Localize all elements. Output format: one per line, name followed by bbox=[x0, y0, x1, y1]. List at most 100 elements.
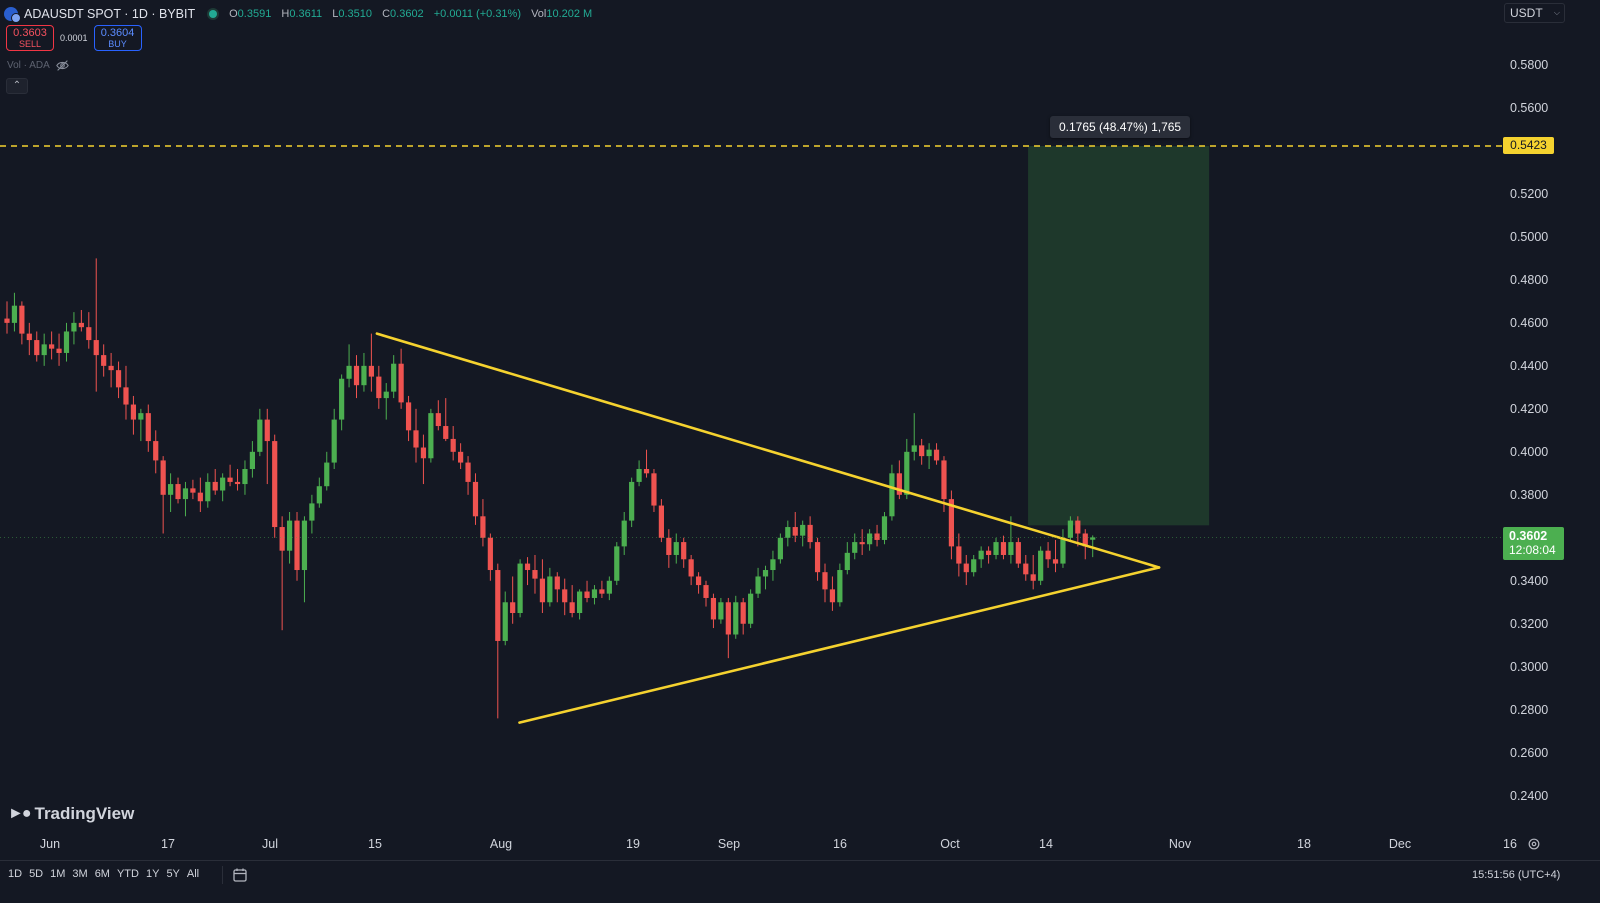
candle-body bbox=[658, 505, 664, 538]
candle bbox=[376, 365, 382, 409]
range-button[interactable]: 5D bbox=[29, 868, 44, 880]
symbol-title[interactable]: ADAUSDT SPOT · 1D · BYBIT bbox=[24, 7, 196, 21]
target-zone bbox=[1028, 146, 1210, 526]
candle-body bbox=[26, 333, 32, 341]
candle bbox=[978, 546, 984, 568]
candle bbox=[896, 460, 902, 500]
price-chart[interactable] bbox=[0, 0, 1600, 860]
buy-button[interactable]: 0.3604 BUY bbox=[93, 25, 142, 51]
candle bbox=[472, 473, 479, 525]
calendar-icon[interactable] bbox=[232, 867, 248, 883]
candle bbox=[465, 456, 471, 495]
candle-body bbox=[428, 413, 434, 459]
sell-button[interactable]: 0.3603 SELL bbox=[6, 25, 54, 51]
candle-body bbox=[63, 331, 70, 353]
gear-icon[interactable] bbox=[1527, 837, 1541, 851]
candles-layer bbox=[4, 258, 1096, 719]
time-tick: Jul bbox=[262, 837, 278, 851]
candle bbox=[353, 355, 360, 399]
range-button[interactable]: 3M bbox=[72, 868, 88, 880]
candle bbox=[852, 533, 858, 560]
range-button[interactable]: All bbox=[186, 868, 200, 880]
candle-body bbox=[316, 486, 322, 504]
candle-body bbox=[1082, 533, 1088, 547]
measure-label[interactable]: 0.1765 (48.47%) 1,765 bbox=[1050, 116, 1191, 138]
candle bbox=[413, 408, 419, 463]
candle bbox=[777, 533, 783, 564]
tradingview-logo[interactable]: ►● TradingView bbox=[8, 804, 135, 823]
candle bbox=[41, 333, 47, 366]
range-button[interactable]: 5Y bbox=[166, 868, 180, 880]
candle-body bbox=[554, 576, 560, 590]
candle-body bbox=[435, 413, 441, 427]
candle bbox=[614, 542, 620, 586]
spread-value: 0.0001 bbox=[60, 33, 88, 43]
candle bbox=[190, 479, 196, 500]
candle bbox=[859, 529, 865, 555]
range-button[interactable]: 1M bbox=[50, 868, 66, 880]
candle-body bbox=[391, 363, 397, 392]
market-status-icon[interactable] bbox=[209, 10, 218, 18]
candle-body bbox=[733, 602, 739, 635]
time-tick: 18 bbox=[1297, 837, 1311, 851]
candle bbox=[688, 554, 694, 586]
time-tick: Dec bbox=[1388, 837, 1412, 851]
candle-body bbox=[487, 537, 493, 571]
candle-body bbox=[182, 488, 189, 500]
candle-body bbox=[19, 305, 25, 334]
currency-selector[interactable]: USDT ⌵ bbox=[1504, 3, 1565, 23]
candle-body bbox=[755, 576, 761, 594]
candle-body bbox=[978, 550, 984, 560]
candle bbox=[234, 469, 241, 491]
candle bbox=[933, 443, 940, 465]
candle-body bbox=[1045, 550, 1051, 560]
candle-body bbox=[49, 344, 55, 349]
clock-timezone[interactable]: 15:51:56 (UTC+4) bbox=[1472, 869, 1561, 881]
candle bbox=[257, 408, 263, 457]
range-button[interactable]: YTD bbox=[116, 868, 139, 880]
candle-body bbox=[1023, 563, 1029, 575]
range-button[interactable]: 1D bbox=[8, 868, 23, 880]
candle bbox=[26, 322, 32, 356]
candle-body bbox=[272, 441, 278, 528]
candle-body bbox=[458, 451, 464, 463]
candle bbox=[450, 426, 456, 461]
candle bbox=[391, 355, 397, 399]
candle bbox=[272, 434, 278, 538]
candle bbox=[532, 554, 538, 594]
candle-body bbox=[93, 340, 99, 356]
candle-body bbox=[78, 322, 84, 328]
candle-body bbox=[539, 578, 546, 603]
candle-body bbox=[1000, 542, 1007, 555]
eye-hidden-icon[interactable] bbox=[56, 59, 69, 72]
candle-body bbox=[279, 527, 285, 551]
time-tick: 15 bbox=[368, 837, 382, 851]
volume-indicator-legend[interactable]: Vol · ADA bbox=[7, 59, 69, 72]
candle-body bbox=[138, 413, 144, 420]
candle bbox=[829, 576, 836, 611]
bar-countdown: 12:08:04 bbox=[1509, 543, 1556, 557]
ohlc-values: O0.3591 H0.3611 L0.3510 C0.3602 +0.0011 … bbox=[229, 8, 593, 20]
target-price-label: 0.5423 bbox=[1503, 137, 1554, 154]
time-tick: Nov bbox=[1168, 837, 1192, 851]
candle bbox=[242, 460, 248, 495]
candle-body bbox=[324, 462, 330, 487]
candle-body bbox=[629, 481, 635, 521]
candle bbox=[301, 516, 308, 603]
candle-body bbox=[837, 570, 843, 603]
candle bbox=[153, 430, 159, 474]
candle bbox=[658, 499, 664, 543]
candle bbox=[874, 524, 880, 547]
price-tick: 0.3000 bbox=[1510, 659, 1549, 674]
candle bbox=[807, 516, 813, 549]
time-tick: 16 bbox=[1503, 837, 1517, 851]
candle bbox=[487, 533, 493, 581]
candle-body bbox=[904, 451, 910, 495]
collapse-legend-button[interactable]: ⌃ bbox=[6, 78, 28, 94]
range-button[interactable]: 6M bbox=[94, 868, 110, 880]
price-tick: 0.5000 bbox=[1510, 229, 1549, 244]
candle-body bbox=[948, 499, 955, 547]
candle bbox=[346, 344, 352, 388]
candle bbox=[740, 597, 746, 635]
range-button[interactable]: 1Y bbox=[145, 868, 160, 880]
